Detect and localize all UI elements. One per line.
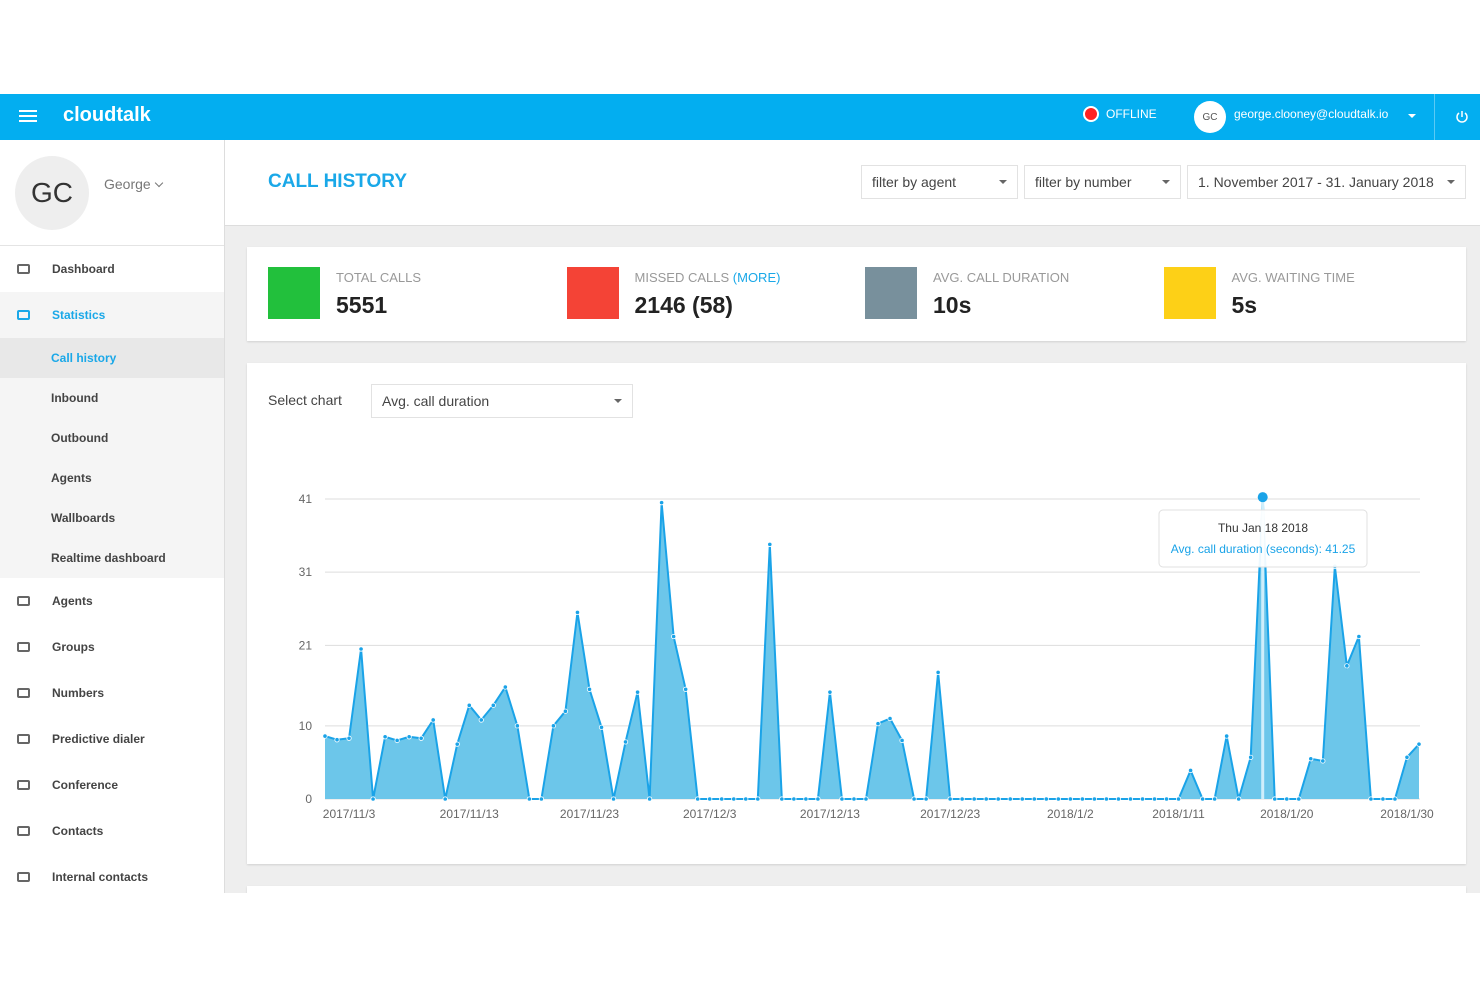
nav-item[interactable]: Contacts <box>0 808 224 854</box>
select-value: Avg. call duration <box>382 393 490 409</box>
subnav-item[interactable]: Agents <box>0 458 224 498</box>
user-email[interactable]: george.clooney@cloudtalk.io <box>1234 107 1389 121</box>
caret <box>999 180 1007 184</box>
status-dot <box>1083 106 1099 122</box>
stat-label-text: TOTAL CALLS <box>336 270 422 285</box>
stat-label: TOTAL CALLS <box>336 270 421 285</box>
nav-label: Predictive dialer <box>52 732 145 746</box>
nav-item[interactable]: Conference <box>0 762 224 808</box>
stat-label-text: AVG. CALL DURATION <box>933 270 1070 285</box>
subnav-item[interactable]: Call history <box>0 338 224 378</box>
nav-icon <box>17 826 30 836</box>
caret <box>1162 180 1170 184</box>
nav-label: Groups <box>52 640 95 654</box>
nav-item[interactable]: Internal contacts <box>0 854 224 900</box>
stats-card: TOTAL CALLS 5551 MISSED CALLS (MORE) 2146 (… <box>247 247 1466 341</box>
power-icon[interactable] <box>1455 110 1469 124</box>
filter-select[interactable]: 1. November 2017 - 31. January 2018 <box>1187 165 1466 199</box>
divider <box>0 245 224 246</box>
main: CALL HISTORY filter by agent filter by nu… <box>225 140 1480 893</box>
nav-icon <box>17 596 30 606</box>
stat-label-text: MISSED CALLS <box>634 270 730 285</box>
stat-label: AVG. CALL DURATION <box>933 270 1069 285</box>
chart-card: Select chart Avg. call duration <box>247 363 1466 864</box>
nav-item[interactable]: Statistics <box>0 292 224 338</box>
subnav-item[interactable]: Wallboards <box>0 498 224 538</box>
profile-caret <box>154 178 164 188</box>
nav-item[interactable]: Groups <box>0 624 224 670</box>
nav-label: Agents <box>52 594 93 608</box>
stat-value: 5s <box>1231 292 1258 318</box>
nav-label: Internal contacts <box>52 870 149 884</box>
stat-icon <box>1163 267 1216 319</box>
nav-item[interactable]: Agents <box>0 578 224 624</box>
nav-icon <box>17 780 30 790</box>
nav-label: Dashboard <box>52 262 115 276</box>
nav-icon <box>17 688 30 698</box>
stat-icon <box>566 267 619 319</box>
stat-label-text: AVG. WAITING TIME <box>1231 270 1355 285</box>
nav-icon <box>17 264 30 274</box>
subnav-label: Agents <box>51 471 92 485</box>
subnav-item[interactable]: Realtime dashboard <box>0 538 224 578</box>
nav-item[interactable]: Dashboard <box>0 246 224 292</box>
nav-icon <box>17 642 30 652</box>
stat-label: MISSED CALLS (MORE) <box>635 270 781 285</box>
subnav: Call history Inbound Outbound Agents Wallboa… <box>0 338 224 578</box>
subnav-item[interactable]: Inbound <box>0 378 224 418</box>
top-bar: cloudtalk OFFLINE GC george.clooney@clou… <box>0 94 1480 140</box>
status[interactable]: OFFLINE <box>1106 107 1157 121</box>
stat-label: AVG. WAITING TIME <box>1232 270 1355 285</box>
profile-avatar: GC <box>15 156 89 230</box>
profile-name[interactable]: George <box>104 176 151 192</box>
divider <box>1434 94 1435 140</box>
subnav-label: Inbound <box>51 391 99 405</box>
stat-value: 5551 <box>336 292 388 318</box>
nav-item[interactable]: Predictive dialer <box>0 716 224 762</box>
user-avatar[interactable]: GC <box>1194 101 1226 133</box>
sidebar: GC George Dashboard Statistics Call histor… <box>0 140 225 893</box>
nav-icon <box>17 872 30 882</box>
subnav-label: Realtime dashboard <box>51 551 166 565</box>
select-label: Select chart <box>268 392 342 408</box>
filter-label: 1. November 2017 - 31. January 2018 <box>1198 174 1434 190</box>
stat-icon <box>268 267 320 319</box>
page-title: CALL HISTORY <box>268 171 407 192</box>
caret <box>1408 114 1416 118</box>
nav-label: Numbers <box>52 686 105 700</box>
nav-label: Conference <box>52 778 119 792</box>
filter-select[interactable]: filter by agent <box>861 165 1018 199</box>
menu-icon[interactable] <box>19 109 39 125</box>
nav-icon <box>17 310 30 320</box>
nav-label: Statistics <box>52 308 106 322</box>
stat-value: 10s <box>933 292 972 318</box>
stat-link[interactable]: (MORE) <box>732 270 781 285</box>
nav-label: Contacts <box>52 824 104 838</box>
brand[interactable]: cloudtalk <box>63 104 151 126</box>
subnav-item[interactable]: Outbound <box>0 418 224 458</box>
chart-select[interactable]: Avg. call duration <box>371 384 633 418</box>
filter-label: filter by agent <box>872 174 957 190</box>
nav-item[interactable]: Numbers <box>0 670 224 716</box>
next-card <box>247 886 1466 893</box>
stat-icon <box>865 267 917 319</box>
subnav-label: Call history <box>51 351 117 365</box>
subnav-label: Outbound <box>51 431 109 445</box>
filter-label: filter by number <box>1035 174 1132 190</box>
stat-value: 2146 (58) <box>634 292 733 318</box>
subnav-label: Wallboards <box>51 511 116 525</box>
nav-icon <box>17 734 30 744</box>
filter-select[interactable]: filter by number <box>1024 165 1181 199</box>
caret <box>1447 180 1455 184</box>
